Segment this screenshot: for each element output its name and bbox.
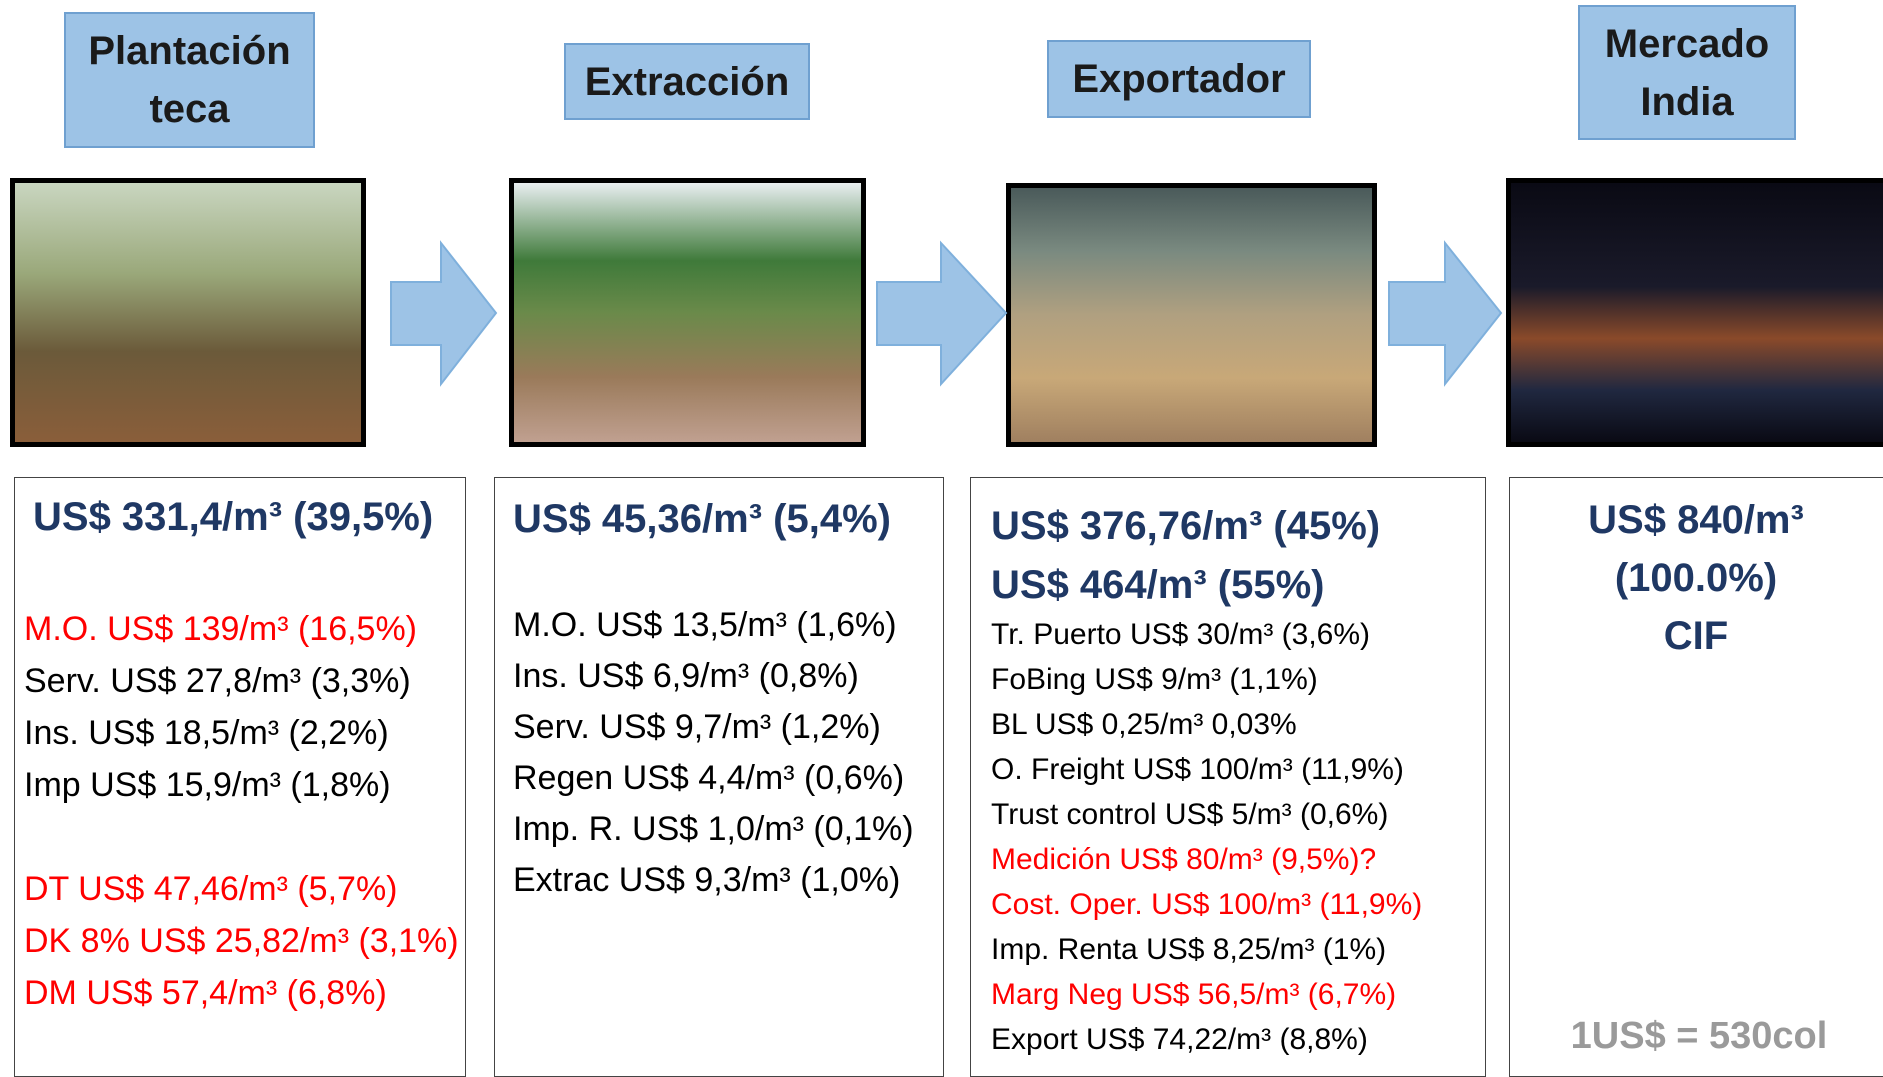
detail-line: FoBing US$ 9/m³ (1,1%) <box>991 657 1486 702</box>
headline: US$ 376,76/m³ (45%) <box>991 497 1380 556</box>
headline: US$ 45,36/m³ (5,4%) <box>513 491 891 547</box>
detail-line: Tr. Puerto US$ 30/m³ (3,6%) <box>991 612 1486 657</box>
slide: {"columns": [ {"header": "Plantación tec… <box>0 0 1883 1071</box>
detail-group: DT US$ 47,46/m³ (5,7%)DK 8% US$ 25,82/m³… <box>24 863 464 1019</box>
detail-line: Extrac US$ 9,3/m³ (1,0%) <box>513 855 943 906</box>
headline-block: US$ 45,36/m³ (5,4%) <box>513 491 891 547</box>
detail-line: Trust control US$ 5/m³ (0,6%) <box>991 792 1486 837</box>
detail-line: Serv. US$ 9,7/m³ (1,2%) <box>513 702 943 753</box>
detail-group: M.O. US$ 13,5/m³ (1,6%)Ins. US$ 6,9/m³ (… <box>513 600 943 906</box>
detail-line: Imp. Renta US$ 8,25/m³ (1%) <box>991 927 1486 972</box>
detail-line: Marg Neg US$ 56,5/m³ (6,7%) <box>991 972 1486 1017</box>
detail-line: Medición US$ 80/m³ (9,5%)? <box>991 837 1486 882</box>
detail-line: DK 8% US$ 25,82/m³ (3,1%) <box>24 915 464 967</box>
headline-block: US$ 840/m³(100.0%)CIF <box>1509 491 1883 665</box>
detail-line: Ins. US$ 6,9/m³ (0,8%) <box>513 651 943 702</box>
headline: US$ 331,4/m³ (39,5%) <box>33 489 433 545</box>
detail-line: Ins. US$ 18,5/m³ (2,2%) <box>24 707 464 759</box>
stage-header: Plantación teca <box>64 12 315 148</box>
headline: US$ 840/m³ <box>1509 491 1883 549</box>
footer-note: 1US$ = 530col <box>1509 1010 1883 1062</box>
detail-group: M.O. US$ 139/m³ (16,5%)Serv. US$ 27,8/m³… <box>24 603 464 811</box>
detail-line: Serv. US$ 27,8/m³ (3,3%) <box>24 655 464 707</box>
headline: (100.0%) <box>1509 549 1883 607</box>
detail-block: M.O. US$ 139/m³ (16,5%)Serv. US$ 27,8/m³… <box>24 603 464 1019</box>
detail-line: Regen US$ 4,4/m³ (0,6%) <box>513 753 943 804</box>
detail-line: Imp. R. US$ 1,0/m³ (0,1%) <box>513 804 943 855</box>
detail-line: Export US$ 74,22/m³ (8,8%) <box>991 1017 1486 1062</box>
detail-line: M.O. US$ 13,5/m³ (1,6%) <box>513 600 943 651</box>
detail-group: Tr. Puerto US$ 30/m³ (3,6%)FoBing US$ 9/… <box>991 612 1486 1062</box>
stage-header: Exportador <box>1047 40 1311 118</box>
diagram: Plantación teca US$ 331,4/m³ (39,5%) M.O. … <box>0 0 1883 1071</box>
headline: CIF <box>1509 607 1883 665</box>
detail-line: Imp US$ 15,9/m³ (1,8%) <box>24 759 464 811</box>
arrow <box>391 243 496 384</box>
arrow <box>1389 243 1501 384</box>
detail-line: BL US$ 0,25/m³ 0,03% <box>991 702 1486 747</box>
detail-block: Tr. Puerto US$ 30/m³ (3,6%)FoBing US$ 9/… <box>991 612 1486 1062</box>
detail-line: O. Freight US$ 100/m³ (11,9%) <box>991 747 1486 792</box>
stage-header: Extracción <box>564 43 810 120</box>
detail-line: DM US$ 57,4/m³ (6,8%) <box>24 967 464 1019</box>
detail-line: M.O. US$ 139/m³ (16,5%) <box>24 603 464 655</box>
detail-line: DT US$ 47,46/m³ (5,7%) <box>24 863 464 915</box>
detail-block: M.O. US$ 13,5/m³ (1,6%)Ins. US$ 6,9/m³ (… <box>513 600 943 906</box>
detail-line: Cost. Oper. US$ 100/m³ (11,9%) <box>991 882 1486 927</box>
headline-block: US$ 331,4/m³ (39,5%) <box>33 489 433 545</box>
arrow <box>877 243 1006 384</box>
headline: US$ 464/m³ (55%) <box>991 556 1380 615</box>
stage-header: Mercado India <box>1578 5 1796 140</box>
headline-block: US$ 376,76/m³ (45%)US$ 464/m³ (55%) <box>991 497 1380 615</box>
